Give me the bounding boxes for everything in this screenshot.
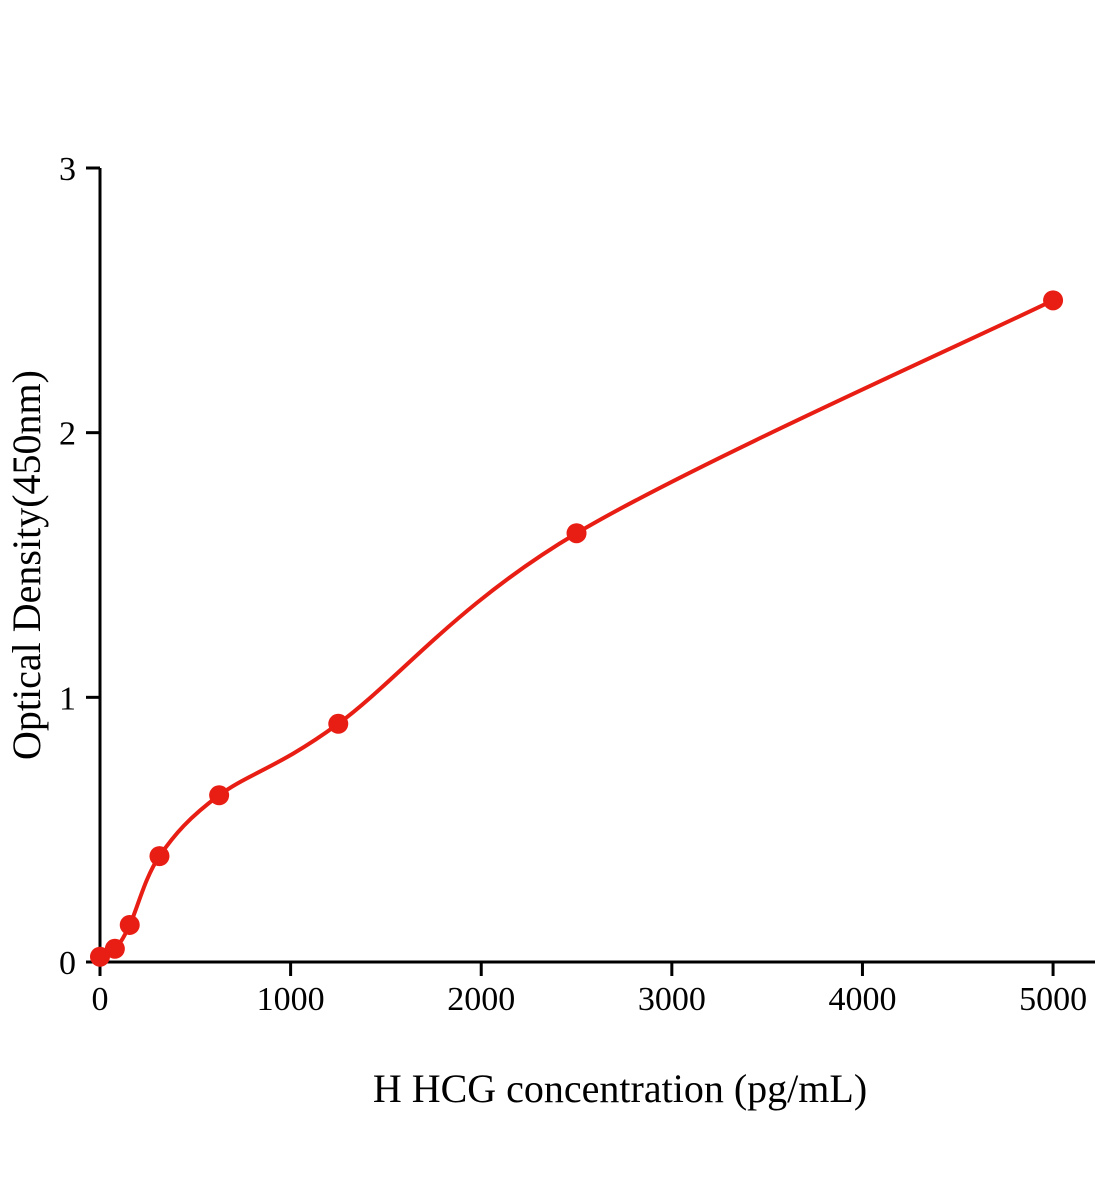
fit-curve (98, 298, 1056, 959)
x-tick-label: 2000 (447, 981, 515, 1018)
x-tick-label: 5000 (1019, 981, 1087, 1018)
y-axis-label: Optical Density(450nm) (4, 370, 49, 760)
x-tick-label: 1000 (257, 981, 325, 1018)
y-tick-label: 0 (59, 945, 76, 982)
data-point (149, 846, 170, 867)
data-point (566, 523, 587, 544)
data-point (90, 946, 110, 967)
plot-area: 0 1000 2000 3000 4000 5000 0 1 2 3 (59, 151, 1095, 1018)
data-point (328, 713, 349, 734)
y-tick-label: 3 (59, 151, 76, 188)
data-point (104, 938, 125, 959)
x-tick-label: 3000 (638, 981, 706, 1018)
x-tick-label: 4000 (828, 981, 896, 1018)
axis-lines (98, 168, 1095, 964)
y-tick-label: 1 (59, 680, 76, 717)
data-point (1043, 290, 1064, 311)
data-point (209, 785, 230, 806)
data-point (119, 914, 140, 935)
x-tick-label: 0 (92, 981, 109, 1018)
x-axis-label: H HCG concentration (pg/mL) (373, 1066, 867, 1111)
y-tick-label: 2 (59, 416, 76, 453)
